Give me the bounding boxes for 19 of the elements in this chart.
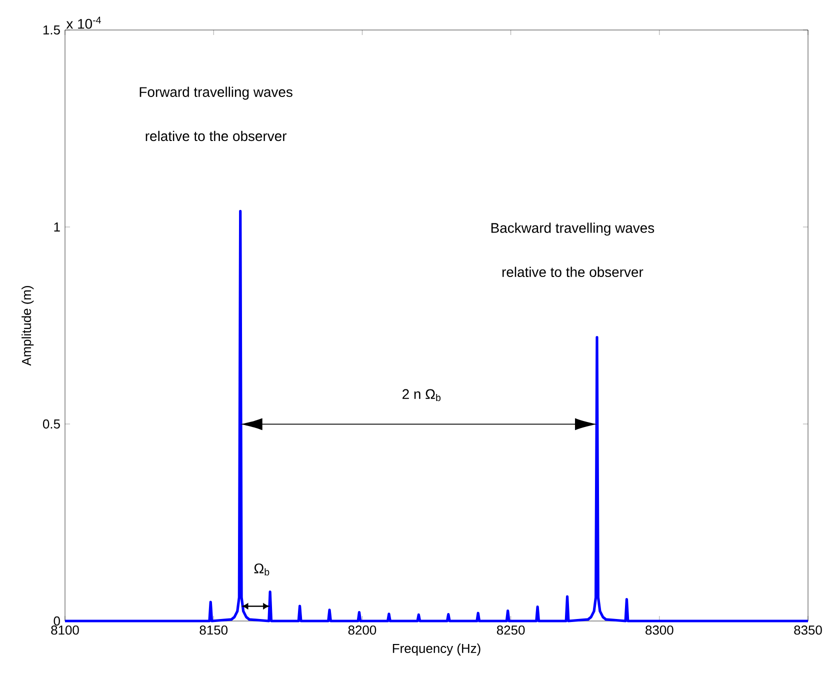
text: x 10$^{-4}$ — [66, 16, 101, 29]
annotation: Backward travelling waves — [491, 222, 654, 236]
annotation: 2 n Ω$_{b}$ — [402, 389, 441, 402]
x-tick-label: 8350 — [794, 626, 822, 635]
x-tick-label: 8250 — [496, 626, 525, 635]
x-tick-label: 8200 — [348, 626, 376, 635]
annotation: relative to the observer — [502, 266, 644, 278]
x-tick-label: 8150 — [200, 626, 228, 635]
y-tick-label: 1 — [54, 222, 60, 232]
x-axis-title: Frequency (Hz) — [392, 644, 480, 656]
x-tick-label: 8100 — [51, 626, 79, 635]
annotation: Forward travelling waves — [140, 86, 292, 100]
annotation: Ω$_{b}$ — [254, 563, 270, 576]
y-tick-label: 1.5 — [43, 25, 60, 35]
y-tick-label: 0 — [54, 616, 60, 626]
y-axis-title: Amplitude (m) — [22, 286, 34, 366]
y-tick-label: 0.5 — [42, 419, 60, 429]
annotation: relative to the observer — [146, 130, 287, 142]
x-tick-label: 8300 — [646, 626, 674, 635]
